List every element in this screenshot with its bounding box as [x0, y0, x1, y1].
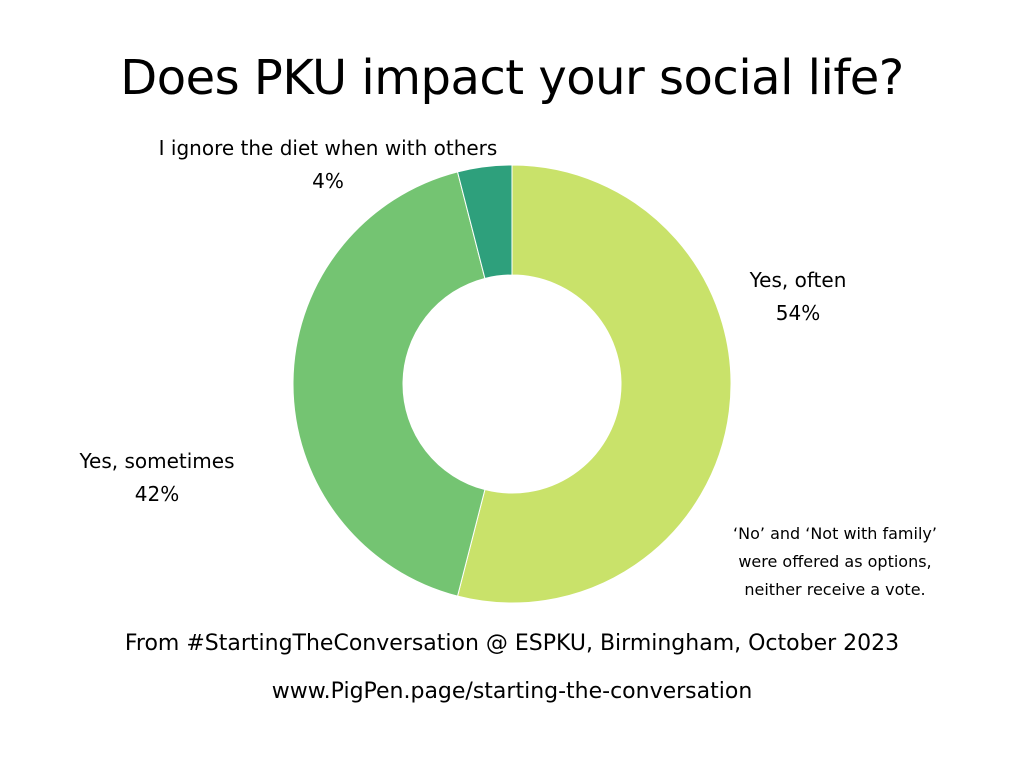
- donut-slice-2: [456, 164, 513, 280]
- slice-value-label: 4%: [312, 169, 344, 193]
- slice-label-yes-often: Yes, often 54%: [710, 264, 886, 330]
- slice-label-yes-sometimes: Yes, sometimes 42%: [54, 445, 260, 511]
- source-url: www.PigPen.page/starting-the-conversatio…: [271, 679, 753, 704]
- chart-title: Does PKU impact your social life?: [120, 50, 904, 106]
- note-line: ‘No’ and ‘Not with family’: [733, 524, 937, 543]
- slice-label-ignore-diet: I ignore the diet when with others 4%: [128, 132, 528, 198]
- slice-value-label: 54%: [775, 301, 821, 325]
- note-line: neither receive a vote.: [744, 580, 926, 599]
- donut-slice-0: [456, 164, 732, 604]
- donut-slice-1: [292, 171, 486, 597]
- source-credit: From #StartingTheConversation @ ESPKU, B…: [124, 631, 900, 656]
- note-line: were offered as options,: [738, 552, 932, 571]
- chart-note: ‘No’ and ‘Not with family’ were offered …: [700, 520, 970, 604]
- slice-label-text: I ignore the diet when with others: [158, 136, 498, 160]
- slice-label-text: Yes, often: [749, 268, 847, 292]
- slice-label-text: Yes, sometimes: [79, 449, 235, 473]
- slice-value-label: 42%: [134, 482, 180, 506]
